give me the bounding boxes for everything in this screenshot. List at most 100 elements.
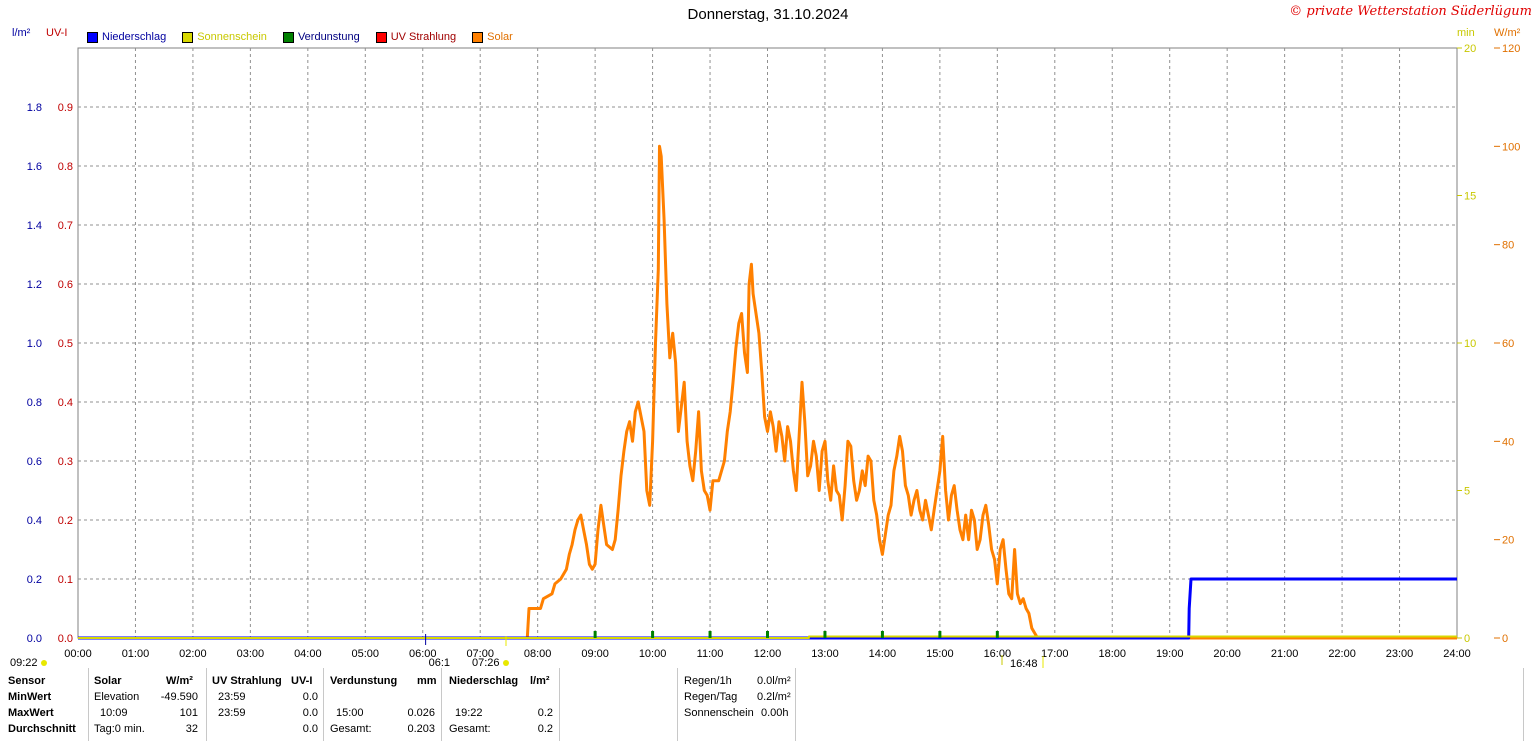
stats-row-label: MinWert — [8, 691, 52, 703]
y-tick-label-uv: 0.6 — [58, 279, 73, 291]
stats-header-niederschlag-unit: l/m² — [530, 675, 550, 687]
stats-verd-value: 0.026 — [407, 707, 435, 719]
stats-nieder-time: 19:22 — [455, 707, 483, 719]
legend-label: Niederschlag — [102, 31, 167, 43]
stats-divider — [1523, 668, 1524, 741]
stats-nieder-value: 0.2 — [537, 707, 553, 719]
stats-header-uv: UV Strahlung — [212, 675, 282, 687]
stats-divider — [88, 668, 89, 741]
series-line-sonnenschein — [78, 635, 1457, 639]
x-tick-label: 03:00 — [237, 648, 265, 660]
stats-header-verdunstung: Verdunstung — [330, 675, 398, 687]
chart-title: Donnerstag, 31.10.2024 — [687, 6, 849, 23]
x-tick-label: 23:00 — [1386, 648, 1414, 660]
stats-uv-value: 0.0 — [302, 723, 318, 735]
legend-label: UV Strahlung — [390, 31, 457, 43]
y-tick-label-sonnenschein: 10 — [1464, 338, 1476, 350]
stats-verd-value: 0.203 — [407, 723, 435, 735]
series-line-niederschlag — [78, 577, 1457, 640]
x-tick-label: 24:00 — [1443, 648, 1471, 660]
stats-row-label: Durchschnitt — [8, 723, 76, 735]
stats-extra-value: 0.00h — [761, 707, 789, 719]
y-tick-label-uv: 0.4 — [58, 397, 73, 409]
x-tick-label: 20:00 — [1213, 648, 1241, 660]
y-tick-label-sonnenschein: 5 — [1464, 486, 1470, 498]
stats-solar-time: Tag:0 min. — [94, 723, 145, 735]
y-tick-label-uv: 0.1 — [58, 574, 73, 586]
left-axis-unit-rain: l/m² — [12, 27, 31, 39]
stats-divider — [206, 668, 207, 741]
verdunstung-mark — [708, 631, 712, 638]
stats-header-solar: Solar — [94, 675, 122, 687]
legend-item-niederschlag: Niederschlag — [87, 31, 166, 43]
y-tick-label-niederschlag: 1.4 — [27, 220, 42, 232]
x-tick-label: 01:00 — [122, 648, 150, 660]
stats-header-sensor: Sensor — [8, 675, 46, 687]
x-tick-label: 08:00 — [524, 648, 552, 660]
copyright-text: © private Wetterstation Süderlügum — [1289, 4, 1532, 19]
legend-swatch — [282, 31, 294, 43]
stats-extra-label: Regen/1h — [684, 675, 732, 687]
stats-solar-value: 101 — [179, 707, 198, 719]
x-tick-label: 00:00 — [64, 648, 92, 660]
chart-canvas: 00:00 01:00 02:00 03:00 04:00 05:00 06:00 07:00… — [10, 43, 1520, 668]
x-tick-label: 14:00 — [869, 648, 897, 660]
y-tick-label-niederschlag: 0.0 — [27, 633, 42, 645]
legend-item-uv-strahlung: UV Strahlung — [375, 31, 457, 43]
x-tick-label: 07:00 — [466, 648, 494, 660]
x-tick-label: 06:00 — [409, 648, 437, 660]
stats-nieder-time: Gesamt: — [449, 723, 491, 735]
legend-label: Sonnenschein — [197, 31, 267, 43]
x-tick-label: 17:00 — [1041, 648, 1069, 660]
y-tick-label-niederschlag: 1.6 — [27, 161, 42, 173]
legend: Niederschlag Sonnenschein Verdunstung UV St… — [87, 31, 529, 43]
marker-sunrise-b: 07:26 — [472, 657, 500, 668]
stats-uv-time: 23:59 — [218, 691, 246, 703]
stats-verd-time: Gesamt: — [330, 723, 372, 735]
y-tick-label-uv: 0.3 — [58, 456, 73, 468]
verdunstung-mark — [995, 631, 999, 638]
y-tick-label-solar: 120 — [1502, 43, 1520, 55]
y-tick-label-niederschlag: 0.4 — [27, 515, 42, 527]
x-tick-label: 02:00 — [179, 648, 207, 660]
x-tick-label: 04:00 — [294, 648, 322, 660]
stats-uv-time: 23:59 — [218, 707, 246, 719]
y-tick-label-uv: 0.8 — [58, 161, 73, 173]
legend-swatch — [182, 31, 194, 43]
y-tick-label-niederschlag: 0.2 — [27, 574, 42, 586]
x-tick-label: 19:00 — [1156, 648, 1184, 660]
verdunstung-mark — [593, 631, 597, 638]
stats-header-uv-unit: UV-I — [291, 675, 313, 687]
y-tick-label-niederschlag: 0.8 — [27, 397, 42, 409]
stats-extra-label: Sonnenschein — [684, 707, 754, 719]
legend-item-solar: Solar — [472, 31, 513, 43]
stats-extra-label: Regen/Tag — [684, 691, 738, 703]
legend-label: Verdunstung — [297, 31, 360, 43]
stats-header-niederschlag: Niederschlag — [449, 675, 519, 687]
y-tick-label-niederschlag: 0.6 — [27, 456, 42, 468]
x-tick-label: 15:00 — [926, 648, 954, 660]
y-tick-label-solar: 100 — [1502, 141, 1520, 153]
x-tick-label: 05:00 — [352, 648, 380, 660]
stats-divider — [323, 668, 324, 741]
y-tick-label-uv: 0.7 — [58, 220, 73, 232]
legend-label: Solar — [487, 31, 513, 43]
left-axis-unit-uv: UV-I — [46, 27, 68, 39]
right-axis-unit-solar: W/m² — [1494, 27, 1521, 39]
stats-divider — [441, 668, 442, 741]
y-tick-label-uv: 0.2 — [58, 515, 73, 527]
y-tick-label-uv: 0.5 — [58, 338, 73, 350]
stats-extra-value: 0.2l/m² — [757, 691, 791, 703]
right-axis-unit-min: min — [1457, 27, 1475, 39]
stats-uv-value: 0.0 — [302, 691, 318, 703]
legend-swatch — [375, 31, 387, 43]
marker-sunrise-a: 06:1 — [429, 657, 450, 668]
stats-solar-time: 10:09 — [100, 707, 128, 719]
y-tick-label-niederschlag: 1.0 — [27, 338, 42, 350]
y-tick-label-sonnenschein: 20 — [1464, 43, 1476, 55]
y-tick-label-solar: 60 — [1502, 338, 1514, 350]
verdunstung-mark — [938, 631, 942, 638]
stats-divider — [795, 668, 796, 741]
x-tick-label: 09:00 — [581, 648, 609, 660]
x-tick-label: 12:00 — [754, 648, 782, 660]
